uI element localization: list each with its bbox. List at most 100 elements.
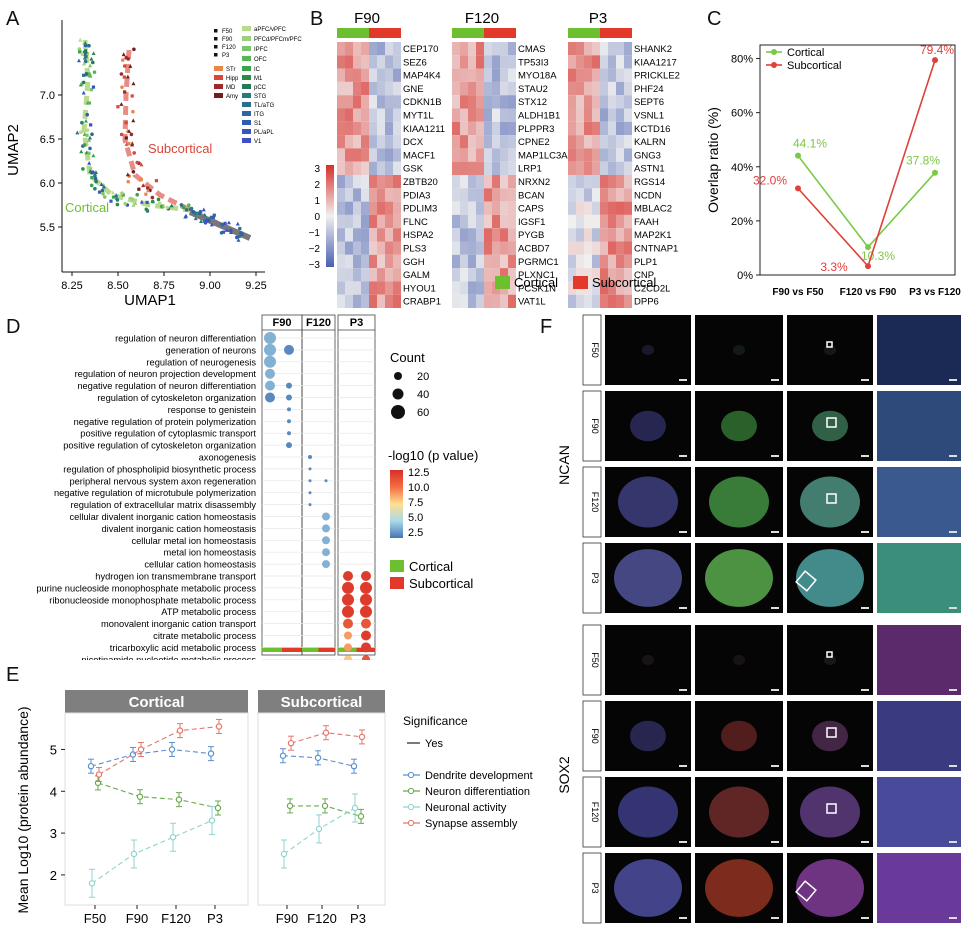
panel-d-enrichment: F90 F120 P3 regulation of neuron differenti… [0, 310, 560, 665]
heatmap-cell [476, 268, 484, 282]
heatmap-cell [452, 254, 460, 269]
abundance-point [315, 825, 323, 833]
tissue-section [721, 410, 757, 442]
heatmap-cell [592, 68, 600, 82]
tissue-section [618, 786, 678, 838]
heatmap-cell [568, 254, 576, 269]
heatmap-cell [584, 268, 592, 282]
enrichment-dot [360, 605, 372, 618]
umap-point [131, 118, 136, 123]
umap-point [144, 207, 149, 212]
heatmap-cell [468, 121, 476, 136]
age-legend-swatch [214, 53, 218, 57]
heatmap-cell [385, 214, 393, 229]
umap-point [94, 179, 98, 184]
heatmap-cell [576, 161, 584, 175]
umap-point [194, 211, 198, 216]
count-legend-label: 60 [417, 407, 429, 419]
heatmap-cell [345, 188, 353, 202]
tissue-section [800, 476, 860, 528]
heatmap-cell [361, 121, 369, 136]
heatmap-cell [484, 175, 492, 189]
enrichment-dot [361, 618, 371, 629]
region-legend-label: M1 [254, 76, 263, 82]
heatmap-cell [608, 68, 616, 82]
umap-point [93, 186, 97, 191]
heatmap-cell [393, 68, 401, 82]
overlap-legend-label: Cortical [787, 47, 824, 59]
subcortical-column-bar [318, 647, 335, 652]
heatmap-cell [460, 81, 468, 96]
region-legend-label: V1 [254, 139, 262, 145]
umap-point [93, 176, 98, 181]
go-term-label: monovalent inorganic cation transport [101, 619, 256, 629]
heatmap-cell [624, 121, 632, 136]
heatmap-cell [568, 201, 576, 215]
heatmap-cell [492, 188, 500, 202]
overlap-data-label: 3.3% [820, 260, 848, 274]
region-legend-label: aPFC/vPFC [254, 27, 287, 33]
heatmap-cell [476, 294, 484, 308]
umap-x-tick-label: 8.75 [153, 280, 174, 292]
heatmap-cell [584, 188, 592, 202]
heatmap-cell [484, 81, 492, 96]
overlap-point [795, 152, 801, 159]
heatmap-cell [361, 161, 369, 175]
heatmap-cell [492, 55, 500, 69]
umap-x-tick-label: 9.00 [199, 280, 220, 292]
heatmap-cell [361, 268, 369, 282]
enrichment-facet-box [301, 314, 336, 656]
heatmap-cell [369, 68, 377, 82]
series-legend-label: Neuron differentiation [425, 786, 530, 798]
umap-point [202, 212, 207, 217]
heatmap-cell [452, 241, 460, 255]
heatmap-cell [616, 81, 624, 96]
go-term-label: cellular divalent inorganic cation homeo… [69, 512, 256, 522]
umap-point [130, 141, 135, 146]
panel-label-d: D [6, 316, 21, 338]
heatmap-cell [452, 95, 460, 109]
umap-point [82, 61, 87, 66]
heatmap-cell [385, 281, 393, 295]
heatmap-cell [337, 214, 345, 229]
heatmap-cell [616, 254, 624, 269]
umap-point [183, 214, 188, 219]
heatmap-cell [608, 121, 616, 136]
heatmap-cell [369, 108, 377, 122]
abundance-point [88, 880, 96, 887]
umap-plot: 8.25 8.50 8.75 9.00 9.25 7.06.56.05.5 UMAP1 … [5, 20, 302, 309]
go-term-label: ribonucleoside monophosphate metabolic p… [49, 595, 256, 605]
umap-point [120, 85, 124, 89]
zoom-region-box [826, 341, 833, 348]
heatmap-cell [500, 121, 508, 136]
heatmap-cell [500, 68, 508, 82]
heatmap-cell [468, 254, 476, 269]
heatmap-cell [584, 55, 592, 69]
heatmap-cell [460, 254, 468, 269]
heatmap-cell [600, 214, 608, 229]
heatmap-cell [568, 241, 576, 255]
heatmap-cell [460, 268, 468, 282]
enrichment-dot [361, 571, 371, 581]
heatmap-cell [353, 281, 361, 295]
heatmap-cell [624, 214, 632, 229]
umap-point [223, 221, 227, 226]
gene-label: DPP6 [634, 297, 659, 308]
enrichment-dot [265, 368, 275, 379]
heatmap-cell [624, 161, 632, 175]
heatmap-cell [508, 294, 516, 308]
umap-point [144, 192, 148, 196]
umap-point [101, 184, 106, 189]
heatmap-cell [393, 81, 401, 96]
scale-bar [949, 765, 957, 767]
overlap-data-label: 32.0% [753, 173, 787, 187]
region-legend-label: IPFC [254, 47, 268, 53]
heatmap-cell [452, 175, 460, 189]
heatmap-cell [592, 201, 600, 215]
heatmap-cell [492, 121, 500, 136]
heatmap-cell [576, 68, 584, 82]
heatmap-cell [393, 121, 401, 136]
subcortical-trajectory [122, 49, 192, 213]
heatmap-cell [476, 95, 484, 109]
heatmap-cell [584, 201, 592, 215]
